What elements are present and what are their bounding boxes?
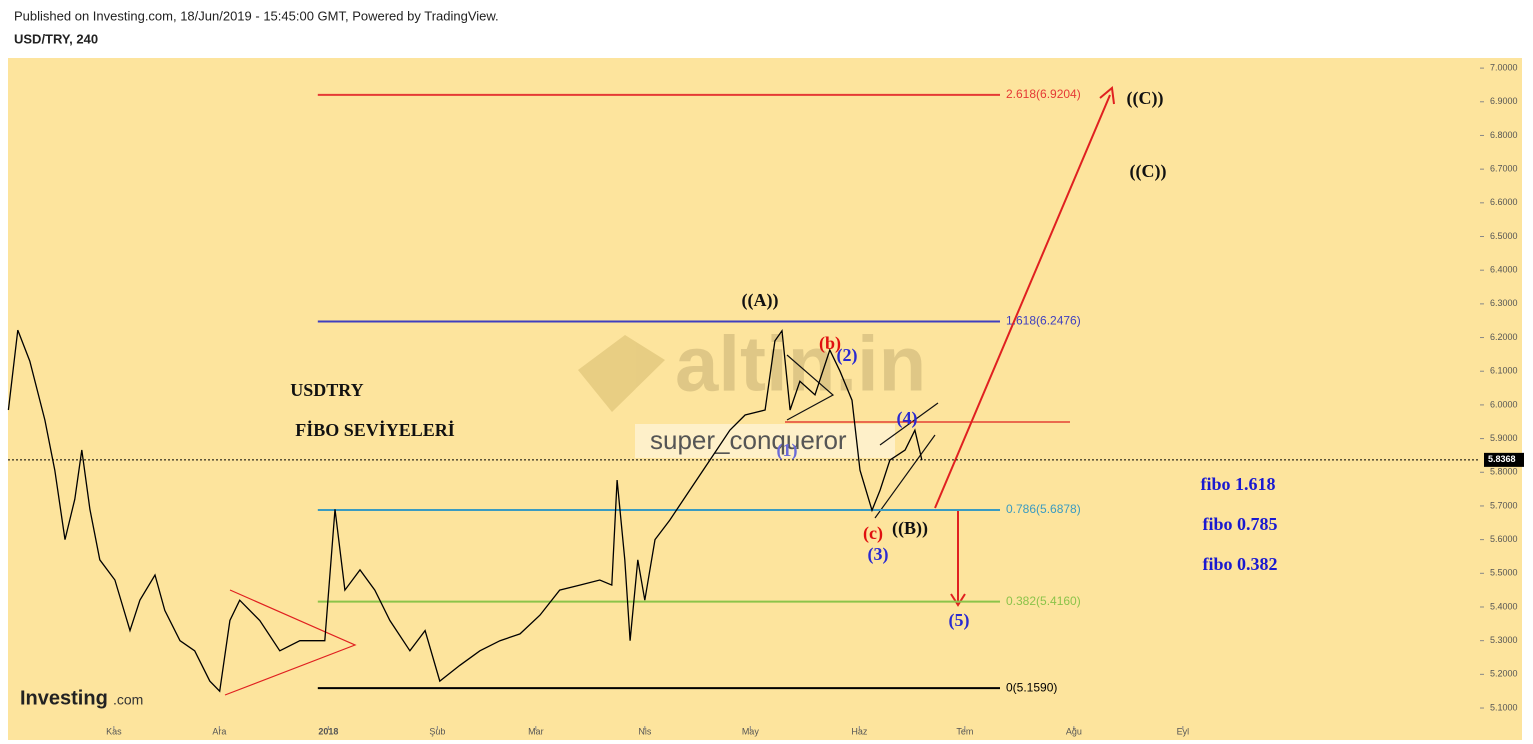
logo: Investing [20,687,108,709]
symbol: USD/TRY, 240 [14,31,98,46]
author-box [635,424,895,458]
y-tick-label: 6.7000 [1490,164,1518,174]
last-price-label: 5.8368 [1488,454,1516,464]
y-tick-label: 5.1000 [1490,702,1518,712]
annotation: (b) [819,333,841,354]
annotation: (4) [897,408,918,429]
y-tick-label: 6.0000 [1490,399,1518,409]
author: super_conqueror [650,425,847,455]
last-price-box [1484,452,1524,467]
y-tick-label: 6.1000 [1490,366,1518,376]
fib-label: 2.618(6.9204) [1006,87,1081,101]
annotation: fibo 0.382 [1202,554,1277,574]
y-tick-label: 5.8000 [1490,467,1518,477]
x-tick-label: Ağu [1066,726,1082,736]
x-tick-label: Haz [851,726,868,736]
annotation: (3) [868,544,889,565]
triangle-drawing [786,354,835,421]
y-tick-label: 6.8000 [1490,130,1518,140]
fib-label: 0(5.1590) [1006,680,1057,694]
published-note: Published on Investing.com, 18/Jun/2019 … [14,8,499,23]
x-tick-label: 2018 [318,726,338,736]
annotation: ((A)) [742,290,779,311]
wedge-line [874,434,936,519]
price-line [7,329,923,693]
arrow [934,94,1111,509]
logo-suffix: .com [113,692,143,708]
fib-label: 0.786(5.6878) [1006,502,1081,516]
x-tick-label: Kas [106,726,122,736]
y-tick-label: 5.3000 [1490,635,1518,645]
watermark: altin.in [578,320,926,412]
y-tick-label: 7.0000 [1490,62,1518,72]
annotation: (2) [837,345,858,366]
wedge-line [879,402,939,446]
fib-label: 0.382(5.4160) [1006,594,1081,608]
annotation: fibo 1.618 [1200,474,1275,494]
x-tick-label: Nis [638,726,651,736]
x-tick-label: Mar [528,726,544,736]
x-tick-label: Ara [212,726,226,736]
y-tick-label: 6.9000 [1490,96,1518,106]
annotation: (c) [863,523,883,544]
x-tick-label: Eyl [1177,726,1190,736]
y-tick-label: 5.5000 [1490,568,1518,578]
plot-background [8,58,1522,740]
y-tick-label: 6.5000 [1490,231,1518,241]
y-tick-label: 5.2000 [1490,669,1518,679]
y-tick-label: 5.7000 [1490,500,1518,510]
x-tick-label: Tem [956,726,973,736]
y-tick-label: 6.2000 [1490,332,1518,342]
annotation: (1) [777,440,798,461]
annotation: ((C)) [1130,161,1167,182]
annotation: fibo 0.785 [1202,514,1277,534]
watermark-text: altin.in [675,320,926,408]
annotation: FİBO SEVİYELERİ [295,420,455,440]
y-tick-label: 6.6000 [1490,197,1518,207]
y-tick-label: 6.3000 [1490,298,1518,308]
triangle-drawing [224,589,357,696]
y-tick-label: 5.4000 [1490,601,1518,611]
fib-label: 1.618(6.2476) [1006,314,1081,328]
annotation: ((B)) [892,518,928,539]
annotation: USDTRY [290,380,363,400]
watermark-icon [578,335,665,412]
y-tick-label: 6.4000 [1490,265,1518,275]
y-tick-label: 5.9000 [1490,433,1518,443]
y-tick-label: 5.6000 [1490,534,1518,544]
annotation: ((C)) [1127,88,1164,109]
x-tick-label: May [742,726,760,736]
annotation: (5) [949,610,970,631]
arrow-head [1099,86,1115,105]
x-tick-label: Şub [429,726,445,736]
arrow-head [950,593,966,607]
